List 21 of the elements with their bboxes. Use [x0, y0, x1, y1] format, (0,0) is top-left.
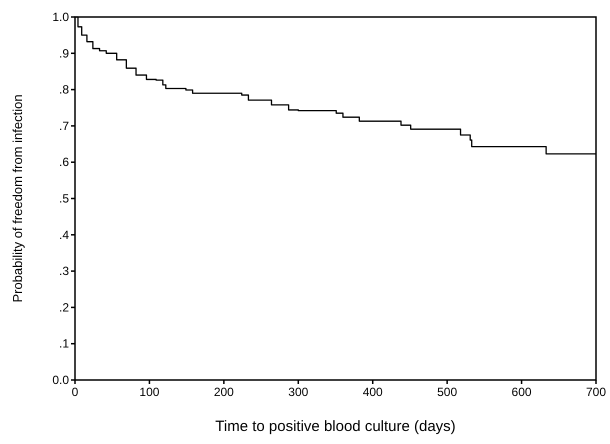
x-tick-label: 0	[72, 385, 79, 399]
y-axis-title: Probability of freedom from infection	[10, 94, 25, 303]
x-axis-title: Time to positive blood culture (days)	[215, 418, 456, 435]
y-tick-label: .6	[58, 155, 70, 170]
y-tick-label: .9	[58, 46, 70, 60]
y-tick-label: .2	[58, 300, 70, 314]
x-tick-label: 700	[586, 385, 606, 399]
x-tick-label: 500	[437, 385, 458, 399]
x-tick-label: 100	[139, 385, 160, 399]
y-tick-label: .4	[58, 228, 70, 242]
x-tick-label: 300	[288, 385, 309, 399]
y-tick-label: .5	[58, 192, 70, 206]
y-tick-label: 0.0	[52, 373, 70, 387]
x-tick-label: 600	[512, 385, 532, 399]
y-tick-label: .7	[58, 118, 70, 133]
y-tick-label: .8	[58, 82, 70, 97]
y-tick-label: .3	[58, 264, 70, 278]
y-tick-label: 1.0	[52, 10, 70, 24]
x-tick-label: 200	[214, 385, 234, 399]
y-tick-label: .1	[58, 336, 70, 351]
x-tick-label: 400	[362, 385, 384, 399]
